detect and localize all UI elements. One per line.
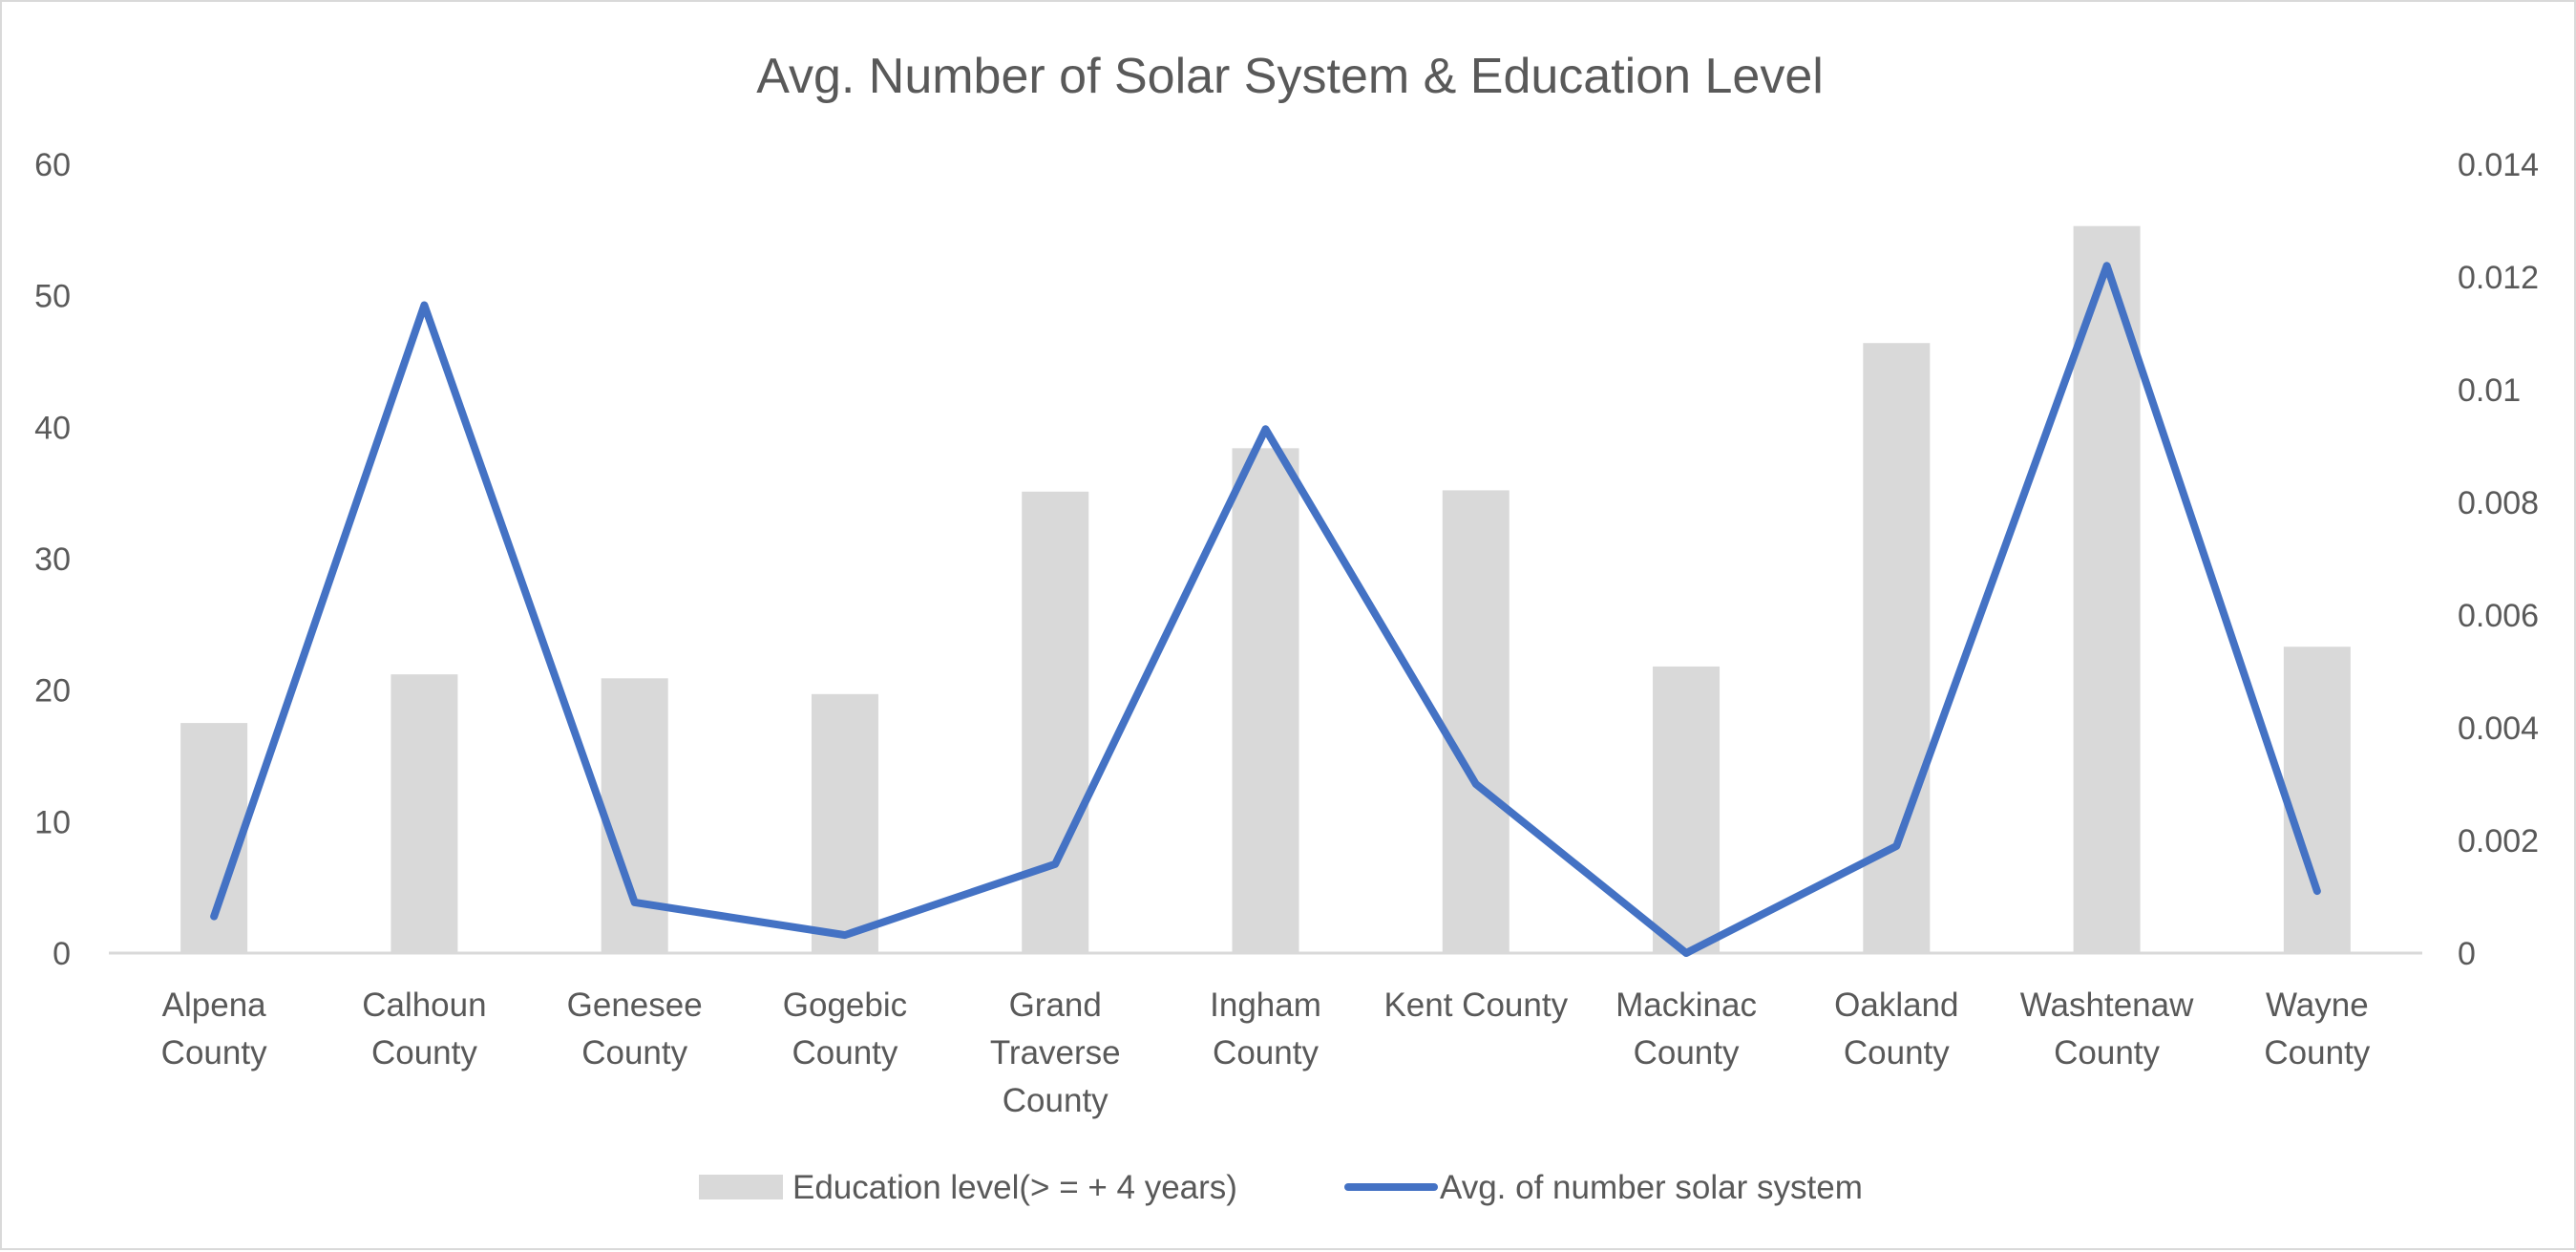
category-label-line: Traverse [990, 1034, 1121, 1072]
category-label-line: County [371, 1034, 477, 1072]
category-label-line: County [792, 1034, 898, 1072]
category-label-line: County [2264, 1034, 2370, 1072]
legend-label-solar: Avg. of number solar system [1440, 1169, 1863, 1206]
category-labels: AlpenaCountyCalhounCountyGeneseeCountyGo… [161, 987, 2371, 1119]
category-label-5: Ingham County [1210, 987, 1321, 1072]
bar-1 [391, 674, 457, 953]
bar-5 [1233, 448, 1299, 953]
right-tick-label: 0.002 [2458, 823, 2539, 859]
left-tick-label: 40 [34, 410, 71, 446]
bar-6 [1443, 490, 1510, 953]
left-tick-label: 10 [34, 804, 71, 840]
legend-label-education: Education level(> = + 4 years) [792, 1169, 1237, 1206]
left-tick-label: 0 [53, 936, 71, 972]
right-tick-label: 0.004 [2458, 711, 2539, 747]
right-tick-label: 0.006 [2458, 598, 2539, 634]
right-tick-label: 0.01 [2458, 372, 2521, 409]
category-label-line: County [1003, 1082, 1109, 1119]
category-label-line: County [581, 1034, 687, 1072]
category-label-1: Calhoun County [362, 987, 486, 1072]
category-label-line: Mackinac [1615, 987, 1757, 1024]
bar-2 [602, 678, 668, 953]
bar-4 [1022, 492, 1088, 953]
category-label-0: Alpena County [161, 987, 267, 1072]
category-label-line: County [161, 1034, 267, 1072]
category-label-6: Kent County [1383, 987, 1568, 1024]
category-label-4: Grand Traverse County [990, 987, 1121, 1119]
category-label-2: Genesee County [567, 987, 703, 1072]
category-label-line: County [1844, 1034, 1950, 1072]
category-label-line: Kent County [1383, 987, 1568, 1024]
right-axis-ticks: 0 0.002 0.004 0.006 0.008 0.01 0.012 0.014 [2458, 147, 2539, 972]
category-label-line: Washtenaw [2020, 987, 2194, 1024]
category-label-7: Mackinac County [1615, 987, 1757, 1072]
bar-3 [812, 694, 878, 953]
category-label-line: Oakland [1834, 987, 1958, 1024]
right-tick-label: 0.008 [2458, 485, 2539, 521]
category-label-line: County [1634, 1034, 1740, 1072]
left-tick-label: 60 [34, 147, 71, 183]
bar-10 [2284, 647, 2351, 953]
right-tick-label: 0.012 [2458, 260, 2539, 296]
category-label-line: Genesee [567, 987, 703, 1024]
category-label-10: Wayne County [2264, 987, 2370, 1072]
right-tick-label: 0.014 [2458, 147, 2539, 183]
category-label-line: County [1213, 1034, 1319, 1072]
category-label-line: Grand [1009, 987, 1102, 1024]
category-label-line: Wayne [2266, 987, 2369, 1024]
category-label-line: Gogebic [783, 987, 907, 1024]
bar-7 [1653, 667, 1720, 953]
category-label-line: County [2054, 1034, 2160, 1072]
chart-title: Avg. Number of Solar System & Education … [756, 49, 1824, 104]
category-label-3: Gogebic County [783, 987, 907, 1072]
left-tick-label: 20 [34, 673, 71, 710]
legend: Education level(> = + 4 years) Avg. of n… [699, 1169, 1863, 1206]
category-label-line: Ingham [1210, 987, 1321, 1024]
legend-swatch-education [699, 1175, 783, 1199]
category-label-8: Oakland County [1834, 987, 1958, 1072]
category-label-9: Washtenaw County [2020, 987, 2194, 1072]
left-axis-ticks: 0 10 20 30 40 50 60 [34, 147, 71, 972]
left-tick-label: 30 [34, 541, 71, 578]
right-tick-label: 0 [2458, 936, 2476, 972]
left-tick-label: 50 [34, 279, 71, 315]
category-label-line: Calhoun [362, 987, 486, 1024]
category-label-line: Alpena [162, 987, 267, 1024]
bars-layer [180, 226, 2351, 953]
